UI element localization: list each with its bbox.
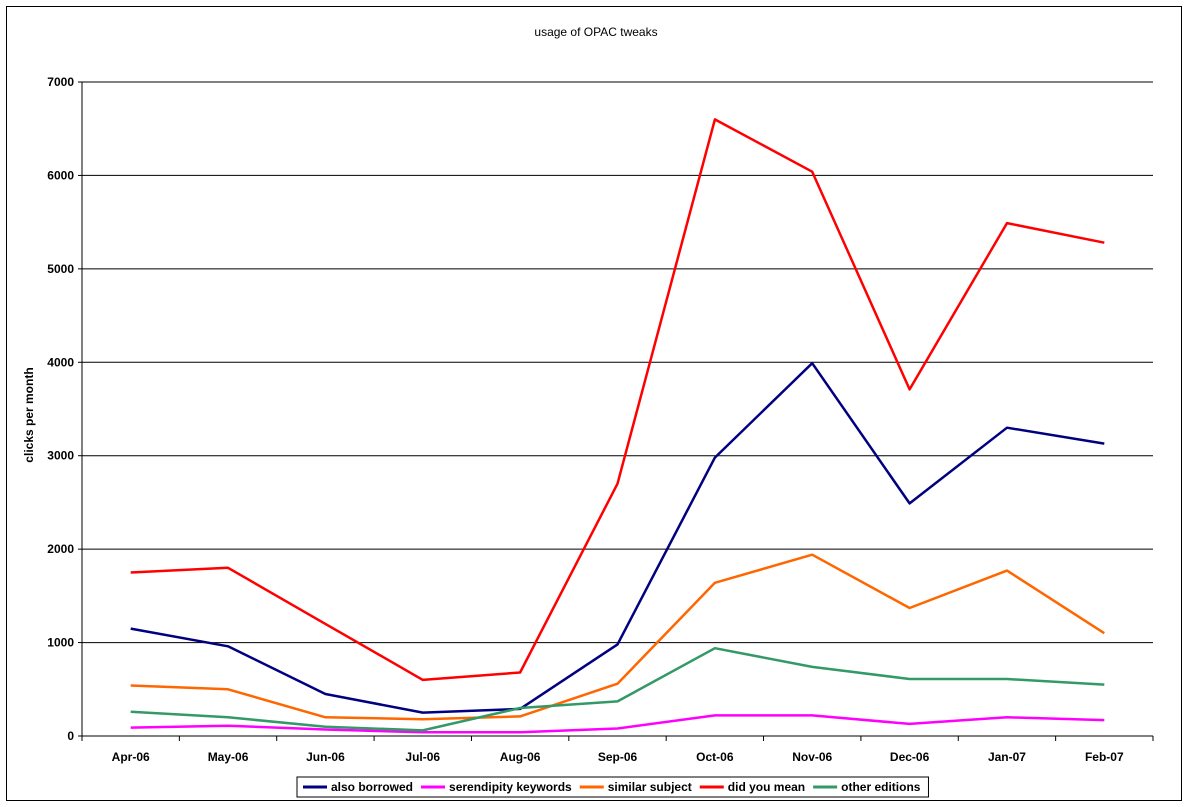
legend-label: did you mean [728, 780, 805, 794]
chart-frame: usage of OPAC tweaks clicks per month 0 1… [6, 6, 1182, 801]
y-tick-label: 4000 [47, 355, 74, 369]
series-line-other-editions [130, 646, 1105, 732]
legend-label: similar subject [608, 780, 692, 794]
y-tick-label: 2000 [47, 542, 74, 556]
legend-label: serendipity keywords [449, 780, 572, 794]
chart-title: usage of OPAC tweaks [534, 25, 657, 39]
series-lines [130, 118, 1105, 734]
y-tick-label: 3000 [47, 449, 74, 463]
x-tick-label: Sep-06 [598, 750, 638, 764]
legend-item: other editions [813, 780, 921, 794]
y-axis-label: clicks per month [22, 367, 36, 462]
x-tick-label: Aug-06 [500, 750, 541, 764]
y-tick-label: 1000 [47, 636, 74, 650]
legend-label: also borrowed [331, 780, 413, 794]
x-tick-label: May-06 [208, 750, 249, 764]
y-tick-label: 7000 [47, 75, 74, 89]
grid-lines [82, 81, 1153, 644]
series-line-also-borrowed [130, 361, 1105, 714]
x-tick-label: Jun-06 [306, 750, 345, 764]
x-tick-label: Nov-06 [792, 750, 832, 764]
series-line-serendipity-keywords [130, 714, 1105, 734]
legend-label: other editions [841, 780, 921, 794]
x-tick-label: Feb-07 [1085, 750, 1124, 764]
x-tick-label: Oct-06 [696, 750, 734, 764]
series-line-did-you-mean [130, 118, 1105, 682]
legend-item: similar subject [579, 780, 692, 794]
x-tick-label: Jul-06 [405, 750, 440, 764]
series-line-similar-subject [130, 553, 1105, 721]
axes [78, 81, 1154, 741]
line-chart: usage of OPAC tweaks clicks per month 0 1… [22, 25, 1154, 798]
x-tick-label: Jan-07 [988, 750, 1026, 764]
legend: also borrowed serendipity keywords similar… [296, 776, 929, 798]
x-tick-label: Dec-06 [890, 750, 930, 764]
x-tick-label: Apr-06 [112, 750, 150, 764]
legend-item: did you mean [699, 780, 805, 794]
y-tick-labels: 0 1000 2000 3000 4000 5000 6000 7000 [47, 75, 74, 743]
y-tick-label: 5000 [47, 262, 74, 276]
legend-box [296, 776, 929, 798]
y-tick-label: 6000 [47, 168, 74, 182]
y-tick-label: 0 [67, 729, 74, 743]
legend-item: serendipity keywords [421, 780, 572, 794]
legend-item: also borrowed [303, 780, 413, 794]
x-tick-labels: Apr-06 May-06 Jun-06 Jul-06 Aug-06 Sep-06 Oct-… [112, 750, 1124, 764]
